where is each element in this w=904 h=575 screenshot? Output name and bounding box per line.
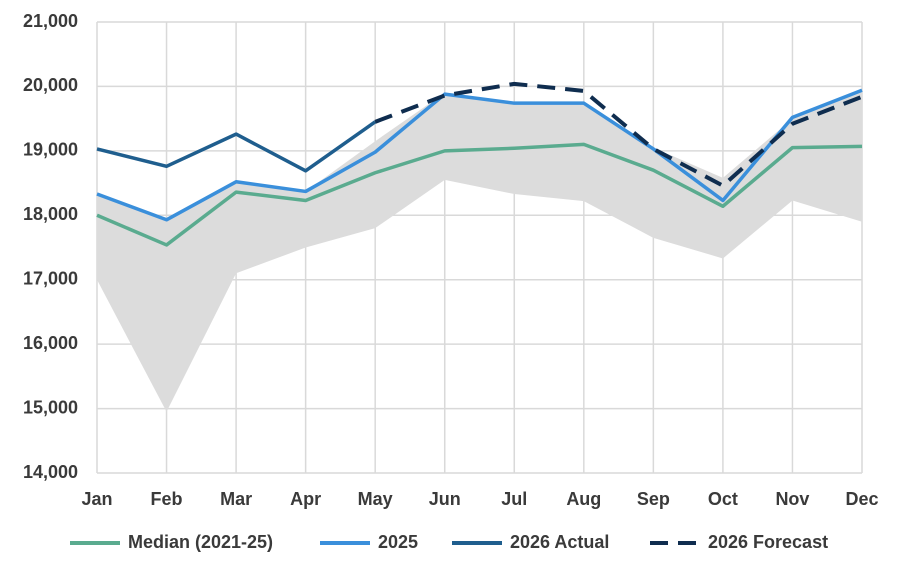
series-line xyxy=(96,142,863,247)
y-tick-label: 18,000 xyxy=(23,204,78,224)
x-tick-label: Mar xyxy=(220,489,252,509)
legend-label: 2025 xyxy=(378,532,418,552)
x-tick-label: Jun xyxy=(429,489,461,509)
legend-label: 2026 Forecast xyxy=(708,532,828,552)
y-tick-label: 16,000 xyxy=(23,333,78,353)
y-tick-label: 14,000 xyxy=(23,462,78,482)
x-tick-label: May xyxy=(358,489,393,509)
y-tick-label: 17,000 xyxy=(23,268,78,288)
y-tick-label: 21,000 xyxy=(23,11,78,31)
x-tick-label: Dec xyxy=(845,489,878,509)
x-tick-label: Oct xyxy=(708,489,738,509)
y-tick-label: 15,000 xyxy=(23,397,78,417)
x-tick-label: Nov xyxy=(775,489,809,509)
legend-label: 2026 Actual xyxy=(510,532,609,552)
range-band xyxy=(97,90,862,412)
y-tick-label: 20,000 xyxy=(23,75,78,95)
series-line xyxy=(96,120,377,173)
series-line xyxy=(374,81,863,188)
x-tick-label: Apr xyxy=(290,489,321,509)
legend-label: Median (2021-25) xyxy=(128,532,273,552)
x-tick-label: Feb xyxy=(151,489,183,509)
x-tick-label: Sep xyxy=(637,489,670,509)
x-tick-label: Jan xyxy=(81,489,112,509)
x-tick-label: Jul xyxy=(501,489,527,509)
x-tick-label: Aug xyxy=(566,489,601,509)
y-tick-label: 19,000 xyxy=(23,140,78,160)
series-line xyxy=(96,88,863,222)
